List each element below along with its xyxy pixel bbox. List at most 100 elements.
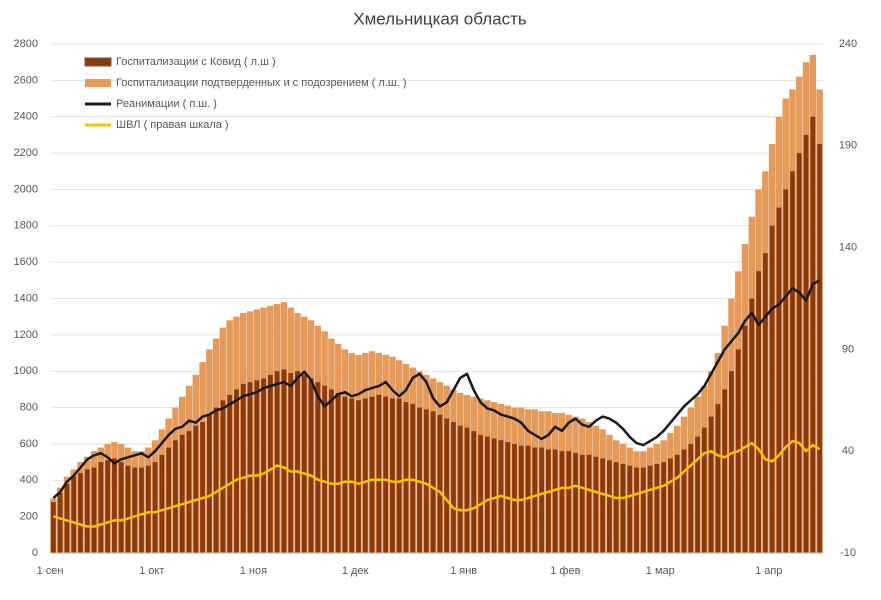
bar — [206, 414, 212, 553]
bar — [674, 454, 680, 553]
bar — [166, 447, 172, 553]
bar — [84, 469, 90, 553]
bar — [742, 325, 748, 553]
bar — [369, 396, 375, 553]
bar — [593, 456, 599, 553]
bar — [613, 462, 619, 553]
bar — [132, 467, 138, 553]
bar — [437, 414, 443, 553]
bar — [342, 396, 348, 553]
y-tick-label: 2400 — [14, 111, 38, 123]
bar — [64, 483, 70, 553]
x-tick-label: 1 сен — [37, 565, 64, 577]
y-tick-label: 800 — [20, 401, 38, 413]
bar — [552, 449, 558, 553]
bar — [790, 171, 795, 553]
bar — [51, 502, 56, 553]
bar — [57, 493, 63, 553]
bar — [254, 380, 260, 553]
bar — [681, 449, 687, 553]
y2-tick-label: 140 — [839, 242, 857, 254]
bar — [762, 253, 768, 553]
bar — [349, 398, 355, 553]
bar — [220, 400, 226, 553]
bar — [701, 427, 707, 553]
bar — [274, 371, 280, 553]
bar — [796, 153, 802, 554]
bar — [532, 447, 538, 553]
bar — [444, 418, 450, 553]
bar — [267, 374, 273, 553]
bar — [525, 445, 531, 553]
x-tick-label: 1 дек — [342, 565, 369, 577]
legend-label: Госпитализации с Ковид ( л.ш ) — [116, 56, 276, 68]
bar — [756, 271, 761, 553]
bar — [546, 449, 551, 553]
bar — [362, 398, 368, 553]
y-tick-label: 2000 — [14, 183, 38, 195]
bar — [173, 440, 178, 553]
bar — [261, 378, 266, 553]
bar — [78, 473, 83, 553]
bar — [566, 451, 572, 553]
bar — [71, 476, 77, 553]
y2-tick-label: 190 — [839, 140, 857, 152]
y-tick-label: 600 — [20, 438, 38, 450]
bar — [810, 116, 816, 553]
x-tick-label: 1 мар — [646, 565, 675, 577]
bar — [512, 443, 517, 553]
bar — [715, 403, 721, 553]
bar — [668, 458, 673, 553]
bar — [186, 431, 192, 553]
y-tick-label: 1800 — [14, 220, 38, 232]
bar — [105, 460, 111, 553]
bar — [688, 443, 694, 553]
bar — [145, 465, 151, 553]
y-tick-label: 2800 — [14, 38, 38, 50]
bar — [213, 407, 219, 553]
bar — [783, 189, 789, 553]
legend-label: Реанимации ( п.ш. ) — [116, 98, 217, 110]
bar — [200, 422, 205, 553]
bar — [281, 369, 287, 553]
x-tick-label: 1 янв — [450, 565, 477, 577]
bar — [620, 463, 626, 553]
bar — [627, 465, 633, 553]
y2-tick-label: 240 — [839, 38, 857, 50]
bar — [179, 434, 185, 553]
bar — [335, 393, 341, 553]
bar — [247, 382, 253, 553]
bar — [484, 436, 490, 553]
x-tick-label: 1 окт — [139, 565, 164, 577]
bar — [586, 454, 592, 553]
bar — [640, 467, 646, 553]
bar — [159, 454, 165, 553]
bar — [139, 467, 144, 553]
y2-tick-label: -10 — [840, 547, 856, 559]
bar — [315, 382, 321, 553]
y-tick-label: 1400 — [14, 292, 38, 304]
bar — [417, 407, 422, 553]
bar — [322, 385, 327, 553]
bar — [634, 467, 639, 553]
chart-title: Хмельницкая область — [353, 9, 527, 28]
bar — [227, 394, 233, 553]
x-tick-label: 1 ноя — [240, 565, 267, 577]
bar — [118, 462, 124, 553]
bar — [308, 378, 314, 553]
bar — [376, 394, 382, 553]
y2-tick-label: 90 — [842, 343, 854, 355]
y-tick-label: 1200 — [14, 329, 38, 341]
bar — [817, 143, 822, 553]
bar — [451, 422, 456, 553]
bar — [491, 438, 497, 553]
bar — [295, 371, 300, 553]
bar — [600, 458, 606, 553]
y-tick-label: 2600 — [14, 74, 38, 86]
y-tick-label: 400 — [20, 474, 38, 486]
bar — [383, 396, 389, 553]
bar — [478, 434, 483, 553]
legend-swatch — [85, 79, 111, 87]
